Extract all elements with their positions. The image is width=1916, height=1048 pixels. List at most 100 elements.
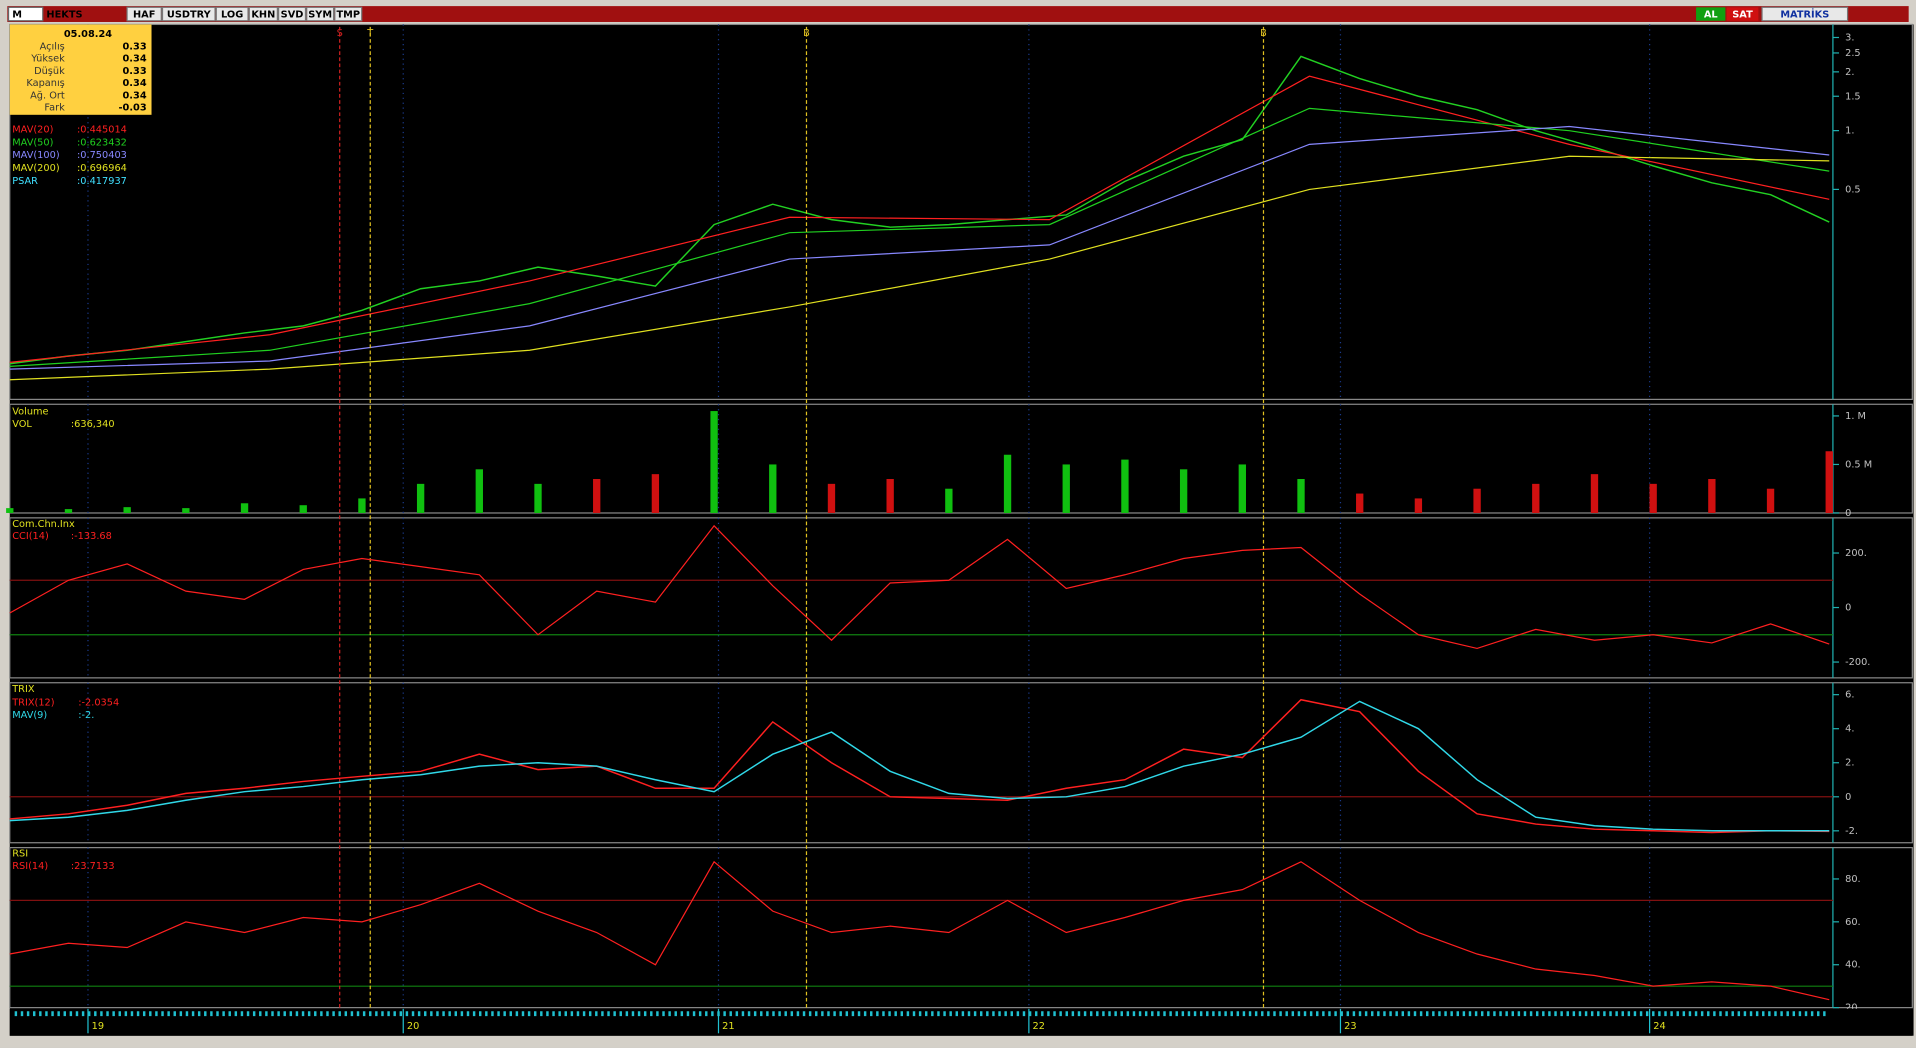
toolbar-button[interactable] [126,6,162,22]
info-label: Düşük [34,66,65,77]
y-tick-label: -200. [1845,657,1870,668]
y-tick-label: 2.5 [1845,48,1861,59]
info-date: 05.08.24 [64,29,112,40]
volume-bar [1003,454,1012,513]
volume-bar [6,508,14,513]
info-value: 0.34 [123,78,147,89]
volume-bar [651,474,660,513]
signal-label: S [337,28,343,39]
volume-bar [534,483,542,513]
panel-border [9,403,1913,514]
volume-bar [1473,488,1481,513]
y-tick-label: 1.5 [1845,91,1861,102]
volume-bar [123,507,131,513]
brand-box [1761,6,1849,22]
indicator-value: :0.750403 [77,150,127,161]
info-label: Yüksek [30,54,65,65]
series-line [9,698,1830,834]
toolbar-button[interactable] [161,6,216,22]
y-tick-label: 0 [1845,603,1851,614]
volume-bar [1121,459,1129,513]
indicator-name: MAV(50) [12,137,53,148]
volume-bar [358,498,366,513]
y-tick-label: 3. [1845,32,1854,43]
logo-box [7,6,44,22]
volume-bar [182,508,190,513]
toolbar-button[interactable] [277,6,307,22]
toolbar-button-label: TMP [336,10,360,21]
y-tick-label: 20. [1845,1003,1861,1014]
info-label: Açılış [40,41,65,52]
panel-name: RSI(14) [12,861,48,872]
buy-button[interactable] [1696,7,1726,21]
panel-border [9,517,1913,679]
indicator-value: :0.696964 [77,163,127,174]
panel-title: Com.Chn.Inx [12,519,75,530]
volume-bar [1356,493,1364,513]
volume-bar [1590,474,1599,513]
y-tick-label: 0 [1845,792,1851,803]
panel-title: RSI [12,849,28,860]
brand: MATRİKS [1780,7,1829,21]
toolbar-button-label: USDTRY [167,10,212,21]
info-value: -0.03 [118,102,146,113]
toolbar-strip [7,6,1909,22]
toolbar-button[interactable] [248,6,278,22]
info-value: 0.33 [123,41,147,52]
y-tick-label: 60. [1845,917,1861,928]
info-label: Fark [44,102,65,113]
volume-bar [1179,469,1188,513]
date-label: 20 [407,1021,419,1032]
date-label: 23 [1344,1021,1356,1032]
volume-bar [240,503,249,513]
indicator-name: MAV(20) [12,124,53,135]
indicator-name: MAV(100) [12,150,59,161]
panel-name: VOL [12,419,32,430]
info-label: Kapanış [26,78,64,89]
volume-bar [64,509,73,513]
volume-bar [1532,483,1540,513]
info-label: Ağ. Ort [30,89,65,101]
y-tick-label: 2. [1845,67,1854,78]
date-label: 22 [1033,1021,1045,1032]
panel-border [9,23,1913,400]
y-tick-label: 2. [1845,758,1854,769]
y-tick-label: 200. [1845,548,1867,559]
volume-bar [1649,483,1657,513]
toolbar-button[interactable] [306,6,335,22]
series-value: :-2. [78,710,94,721]
y-tick-label: 4. [1845,724,1854,735]
volume-bar [1238,464,1246,513]
sell-label: SAT [1732,10,1753,21]
signal-label: B [1260,28,1267,39]
y-tick-label: -2. [1845,826,1858,837]
volume-bar [475,469,483,513]
y-tick-label: 1. M [1845,411,1866,422]
volume-bar [769,464,777,513]
toolbar-button[interactable] [334,6,363,22]
y-tick-label: 0.5 M [1845,459,1872,470]
volume-bar [1297,479,1305,513]
volume-bar [1414,498,1423,513]
y-tick-label: 0.5 [1845,184,1861,195]
indicator-name: PSAR [12,176,38,187]
chart-area [9,24,1914,1036]
info-value: 0.34 [123,54,147,65]
date-label: 19 [92,1021,104,1032]
volume-bar [416,483,425,513]
sell-button[interactable] [1726,7,1759,21]
series-line [9,700,1830,832]
volume-bar [1708,479,1716,513]
volume-bar [1825,451,1833,513]
indicator-value: :0.623432 [77,137,127,148]
toolbar-button[interactable] [215,6,249,22]
series-line [9,524,1830,650]
indicator-value: :0.445014 [77,124,127,135]
y-tick-label: 0 [1845,508,1851,519]
indicator-name: MAV(200) [12,163,59,174]
toolbar-button-label: SYM [308,10,332,21]
y-tick-label: 40. [1845,960,1861,971]
y-tick-label: 6. [1845,690,1854,701]
